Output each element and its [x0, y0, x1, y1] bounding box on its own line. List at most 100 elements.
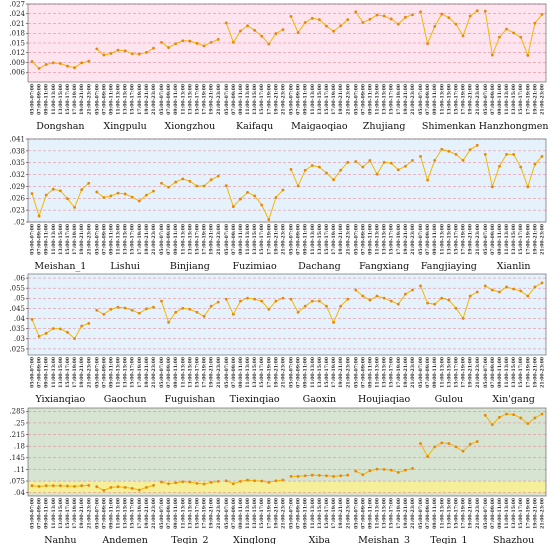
time-tick-label: 09:00-11:00 [238, 498, 244, 529]
time-tick-label: 07:00-09:00 [296, 84, 302, 115]
data-point [137, 52, 141, 56]
time-tick-label: 17:00-19:00 [266, 84, 272, 115]
time-tick-label: 21:00-23:00 [281, 84, 287, 115]
time-tick-label: 15:00-17:00 [518, 224, 524, 255]
time-tick-label: 19:00-21:00 [144, 498, 150, 529]
time-tick-label: 13:00-15:00 [446, 84, 452, 115]
y-tick-label: .038 [9, 147, 25, 155]
time-tick-label: 11:00-13:00 [245, 224, 251, 255]
y-tick-label: .215 [9, 431, 25, 439]
data-point [130, 486, 134, 490]
time-tick-label: 19:00-21:00 [403, 498, 409, 529]
data-point [533, 416, 537, 420]
station-yixianqiao: 05:00-07:00 07:00-09:00 09:00-11:00 11:00-1… [30, 317, 92, 405]
panel-1: .006 .009 .012 .015.018 .021 .024 .027 05:00-07… [9, 0, 548, 132]
data-point [274, 299, 278, 303]
data-point [404, 468, 407, 472]
data-point [73, 205, 76, 209]
time-tick-label: 05:00-07:00 [353, 498, 359, 529]
data-point [209, 480, 213, 484]
time-tick-label: 07:00-09:00 [360, 498, 366, 529]
time-tick-label: 13:00-15:00 [382, 498, 388, 529]
data-point [475, 9, 479, 13]
data-point [202, 44, 206, 48]
data-point [317, 165, 321, 169]
time-tick-label: 19:00-21:00 [532, 84, 538, 115]
time-tick-label: 17:00-19:00 [525, 84, 531, 115]
time-tick-label: 07:00-09:00 [166, 357, 172, 388]
time-tick-label: 21:00-23:00 [475, 84, 481, 115]
data-point [51, 327, 55, 330]
data-point [375, 172, 379, 176]
data-point [419, 154, 422, 158]
data-point [130, 308, 134, 312]
time-tick-label: 15:00-17:00 [324, 498, 330, 529]
time-tick-label: 05:00-07:00 [353, 224, 359, 255]
time-tick-label: 17:00-19:00 [525, 224, 531, 255]
data-point [123, 485, 127, 489]
data-point [209, 40, 213, 44]
time-tick-label: 13:00-15:00 [317, 498, 323, 529]
time-tick-label: 09:00-11:00 [108, 224, 114, 255]
time-tick-label: 13:00-15:00 [511, 357, 517, 388]
y-tick-label: .04 [14, 315, 26, 323]
data-point [216, 479, 220, 483]
time-tick-label: 19:00-21:00 [403, 357, 409, 388]
time-tick-label: 17:00-19:00 [331, 357, 337, 388]
data-point [361, 21, 365, 24]
time-tick-label: 07:00-09:00 [166, 84, 172, 115]
data-point [152, 46, 155, 50]
data-point [296, 310, 300, 314]
station-fuzimiao: 05:00-07:00 07:00-09:00 09:00-11:00 11:00-1… [224, 184, 287, 272]
station-xinglong: 05:00-07:00 07:00-09:00 09:00-11:00 11:00-1… [224, 478, 287, 544]
data-point [475, 290, 479, 294]
time-tick-label: 19:00-21:00 [144, 224, 150, 255]
time-tick-label: 11:00-13:00 [504, 224, 510, 255]
station-xingpulu: 05:00-07:00 07:00-09:00 09:00-11:00 11:00-1… [94, 46, 157, 132]
data-point [102, 196, 106, 199]
time-tick-label: 07:00-09:00 [37, 498, 43, 529]
time-tick-label: 07:00-09:00 [425, 357, 431, 388]
time-tick-label: 15:00-17:00 [389, 224, 395, 255]
time-tick-label: 05:00-07:00 [483, 224, 489, 255]
time-tick-label: 15:00-17:00 [130, 498, 136, 529]
time-tick-label: 09:00-11:00 [432, 84, 438, 115]
time-tick-label: 09:00-11:00 [44, 498, 50, 529]
time-tick-label: 07:00-09:00 [490, 357, 496, 388]
data-point [51, 484, 55, 488]
time-tick-label: 17:00-19:00 [202, 357, 208, 388]
data-point [87, 322, 91, 325]
y-tick-label: .029 [9, 183, 25, 191]
data-point [281, 478, 285, 482]
y-tick-label: .006 [9, 69, 25, 77]
data-point [368, 158, 372, 162]
time-tick-label: 13:00-15:00 [446, 498, 452, 529]
data-point [505, 285, 508, 289]
time-tick-label: 11:00-13:00 [245, 84, 251, 115]
time-tick-label: 11:00-13:00 [310, 357, 316, 388]
time-tick-label: 05:00-07:00 [159, 84, 165, 115]
time-tick-label: 07:00-09:00 [101, 84, 107, 115]
time-tick-label: 07:00-09:00 [490, 224, 496, 255]
data-point [202, 482, 206, 486]
time-tick-label: 11:00-13:00 [375, 357, 381, 388]
data-point [181, 306, 185, 310]
data-point [396, 302, 400, 306]
data-point [468, 148, 472, 152]
panel-frame [27, 273, 547, 356]
station-nanhu: 05:00-07:00 07:00-09:00 09:00-11:00 11:00-1… [30, 483, 92, 544]
time-tick-label: 13:00-15:00 [252, 357, 258, 388]
time-tick-label: 05:00-07:00 [224, 224, 230, 255]
time-tick-label: 17:00-19:00 [72, 498, 78, 529]
time-tick-label: 07:00-09:00 [101, 498, 107, 529]
time-tick-label: 15:00-17:00 [389, 84, 395, 115]
data-point [231, 205, 235, 208]
time-tick-label: 15:00-17:00 [453, 357, 459, 388]
data-point [332, 178, 335, 182]
panel-background [28, 139, 546, 222]
time-tick-label: 17:00-19:00 [137, 84, 143, 115]
time-tick-label: 09:00-11:00 [432, 498, 438, 529]
y-tick-label: .075 [9, 477, 25, 485]
time-tick-label: 09:00-11:00 [303, 224, 309, 255]
time-tick-label: 17:00-19:00 [396, 224, 402, 255]
